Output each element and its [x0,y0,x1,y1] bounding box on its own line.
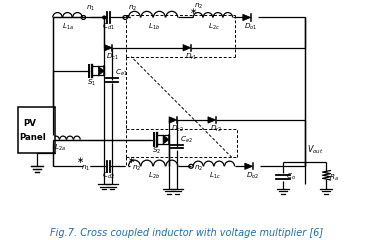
Text: $L_{1a}$: $L_{1a}$ [62,22,75,32]
Circle shape [103,16,106,19]
Polygon shape [245,163,253,169]
Text: $n_2$: $n_2$ [194,164,203,173]
Text: $n_1$: $n_1$ [81,164,91,173]
Polygon shape [98,66,104,75]
Text: $C_{d1}$: $C_{d1}$ [102,22,115,32]
Text: $\ast$: $\ast$ [127,155,135,165]
Polygon shape [104,45,112,51]
Text: $L_{1b}$: $L_{1b}$ [148,22,160,32]
Polygon shape [163,135,169,144]
Text: $\ast$: $\ast$ [189,6,197,16]
Text: $V_{out}$: $V_{out}$ [307,144,323,156]
Text: $L_{2a}$: $L_{2a}$ [54,143,66,153]
Polygon shape [208,117,216,123]
Text: $D_{r2}$: $D_{r2}$ [210,124,222,134]
Text: $n_2$: $n_2$ [128,4,138,13]
Text: $C_{e1}$: $C_{e1}$ [115,67,128,78]
Text: $D_{r1}$: $D_{r1}$ [185,51,197,62]
Bar [18,107,56,153]
Text: $R_a$: $R_a$ [329,173,339,183]
Text: $\ast$: $\ast$ [76,155,85,165]
Text: $L_{1c}$: $L_{1c}$ [209,171,221,181]
Text: $S_2$: $S_2$ [152,146,162,156]
Text: Fig.7. Cross coupled inductor with voltage multiplier [6]: Fig.7. Cross coupled inductor with volta… [50,228,323,238]
Polygon shape [243,14,251,21]
Text: $D_{o2}$: $D_{o2}$ [246,171,259,181]
Text: $D_{c2}$: $D_{c2}$ [171,124,184,134]
Text: $L_{2b}$: $L_{2b}$ [148,171,160,181]
Text: $n_2$: $n_2$ [194,2,203,11]
Text: $C_{e2}$: $C_{e2}$ [180,134,193,144]
Text: $D_{c1}$: $D_{c1}$ [106,51,119,62]
Text: Panel: Panel [20,133,46,143]
Polygon shape [183,45,191,51]
Text: $C_o$: $C_o$ [286,172,295,182]
Text: $D_{o1}$: $D_{o1}$ [244,22,257,32]
Text: $n_1$: $n_1$ [87,4,95,13]
Text: $C_{d2}$: $C_{d2}$ [102,171,115,181]
Text: $n_2$: $n_2$ [132,164,141,173]
Polygon shape [169,117,177,123]
Text: $L_{2c}$: $L_{2c}$ [208,22,220,32]
Text: PV: PV [23,119,37,128]
Text: $S_1$: $S_1$ [87,77,97,88]
